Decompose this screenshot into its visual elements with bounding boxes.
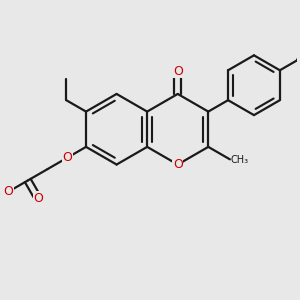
Text: CH₃: CH₃ xyxy=(231,155,249,165)
Text: O: O xyxy=(173,64,183,78)
Text: O: O xyxy=(62,151,72,164)
Text: O: O xyxy=(33,192,43,205)
Text: O: O xyxy=(173,158,183,171)
Text: O: O xyxy=(3,185,13,198)
